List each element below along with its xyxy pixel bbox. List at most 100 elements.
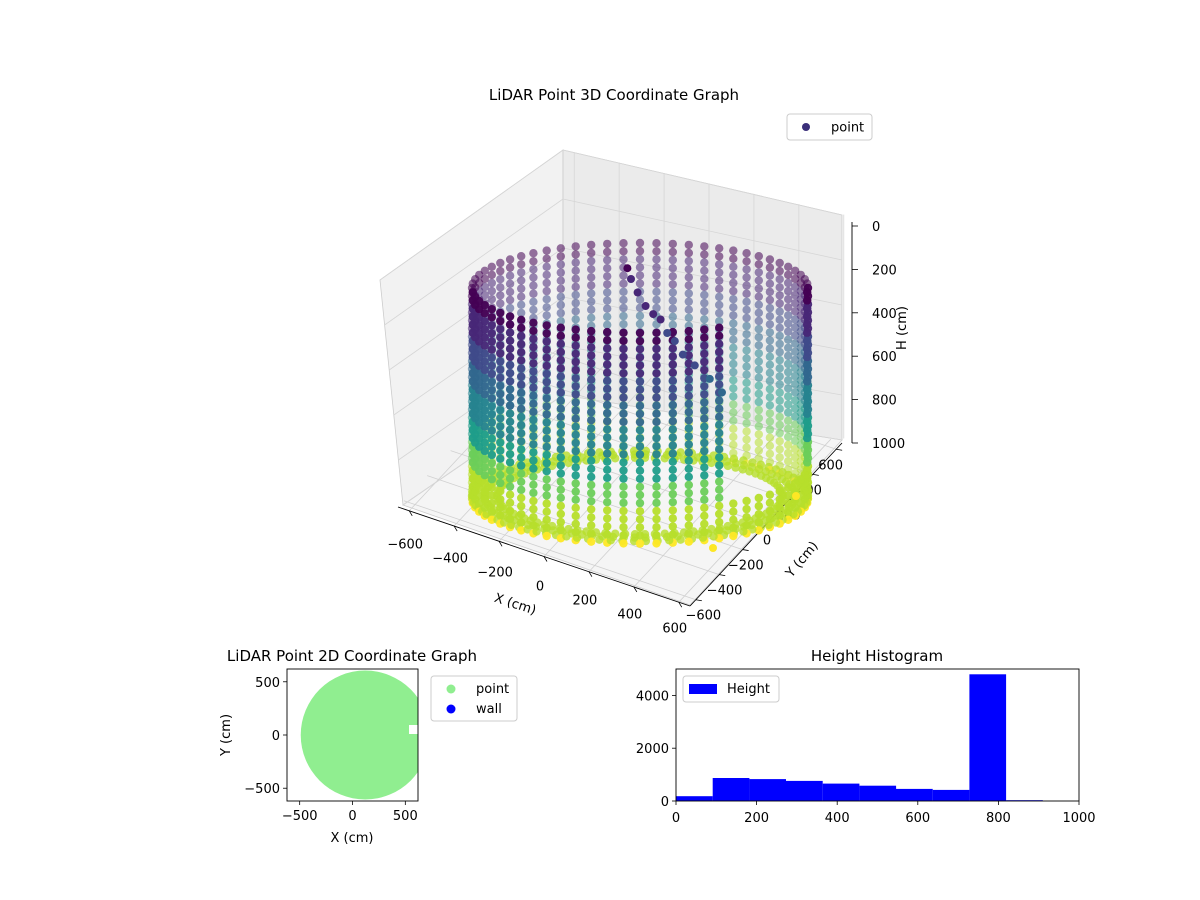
chart-3d-point <box>517 339 526 349</box>
chart-3d-point <box>754 260 763 269</box>
chart-3d-point <box>633 288 642 297</box>
chart-3d-point <box>729 531 738 541</box>
chart-3d-point <box>542 515 551 524</box>
chart-3d-point <box>623 264 632 273</box>
chart-3d-point <box>784 319 793 328</box>
chart-3d-point <box>775 428 784 438</box>
histogram-bar <box>712 778 750 801</box>
chart-3d-point <box>765 457 775 467</box>
chart-3d-point <box>754 341 763 350</box>
chart-3d-point <box>700 274 709 283</box>
chart-3d-point <box>635 539 645 548</box>
chart-2d-legend-point-label: point <box>476 682 509 697</box>
chart-3d-point <box>668 498 677 507</box>
chart-3d-point <box>529 488 538 498</box>
chart-3d-point <box>652 401 661 410</box>
chart-3d-point <box>700 519 709 529</box>
chart-3d-x-tick-label: 600 <box>662 622 687 637</box>
chart-3d-point <box>587 375 596 384</box>
chart-3d-point <box>603 433 612 442</box>
chart-3d-point <box>556 509 565 519</box>
chart-3d-point <box>754 438 763 447</box>
chart-3d-point <box>742 297 751 306</box>
chart-3d-y-gridline <box>403 500 696 601</box>
chart-3d-point <box>505 328 515 337</box>
chart-3d-point <box>784 270 793 280</box>
chart-3d-point <box>775 437 784 446</box>
chart-3d-point <box>700 382 709 391</box>
chart-3d-point <box>542 531 551 541</box>
chart-3d-point <box>517 348 526 357</box>
chart-3d-point <box>627 275 635 283</box>
chart-3d-point <box>765 352 775 361</box>
chart-3d-point <box>517 331 526 341</box>
chart-3d-point <box>529 456 538 465</box>
chart-3d-point <box>571 503 580 512</box>
chart-3d-point <box>603 320 612 330</box>
chart-3d-point <box>803 344 812 354</box>
chart-3d-legend-label: point <box>831 121 864 136</box>
chart-3d-point <box>487 418 496 427</box>
chart-3d-point <box>542 369 551 379</box>
chart-3d-point <box>652 328 661 337</box>
chart-3d-point <box>668 288 677 297</box>
chart-3d-point <box>635 353 645 362</box>
chart-3d-point <box>480 382 489 391</box>
chart-3d-point <box>765 393 775 402</box>
chart-3d-point <box>517 308 526 318</box>
chart-3d-point <box>668 360 677 369</box>
chart-3d-point <box>652 344 661 354</box>
chart-3d-point <box>652 539 661 548</box>
chart-3d-point <box>775 445 784 454</box>
chart-3d-point <box>542 418 551 427</box>
chart-3d-point <box>496 341 505 350</box>
chart-3d-point <box>729 319 738 328</box>
chart-3d-point <box>663 329 672 337</box>
chart-3d-z-left-gridline <box>384 198 564 326</box>
chart-3d-point <box>619 295 628 305</box>
chart-3d-point <box>571 398 580 407</box>
chart-3d-point <box>619 490 628 499</box>
chart-3d-point <box>505 369 515 378</box>
chart-3d-point <box>715 252 724 261</box>
chart-3d-point <box>742 427 751 436</box>
chart-3d-point <box>556 517 565 527</box>
chart-3d-point <box>715 300 724 310</box>
chart-3d-point <box>517 252 526 261</box>
chart-3d-point <box>700 463 709 472</box>
chart-3d-point <box>587 305 596 314</box>
chart-3d-point <box>556 469 565 478</box>
chart-3d-point <box>606 536 615 545</box>
chart-3d-point <box>652 433 661 443</box>
chart-3d-point <box>635 466 645 475</box>
chart-3d-point <box>729 507 738 516</box>
chart-3d-point <box>480 422 489 431</box>
chart-3d-point <box>517 276 526 285</box>
chart-3d-point <box>542 321 551 330</box>
chart-2d-legend-wall-label: wall <box>476 702 502 717</box>
chart-3d-y-tick-label: 600 <box>818 458 843 473</box>
chart-3d-point <box>742 305 751 315</box>
chart-3d-point <box>668 239 677 249</box>
chart-3d-point <box>729 376 738 385</box>
chart-3d-point <box>496 462 505 472</box>
chart-3d-point <box>505 466 515 475</box>
chart-3d-point <box>765 328 775 337</box>
chart-3d-point <box>784 432 793 442</box>
chart-3d-point <box>738 465 747 474</box>
chart-3d-point <box>480 325 489 334</box>
chart-3d-point <box>542 394 551 403</box>
chart-3d-point <box>480 463 489 472</box>
chart-3d-point <box>529 289 538 298</box>
chart-3d-point <box>529 318 538 327</box>
chart-3d-point <box>803 312 812 321</box>
chart-3d-point <box>556 372 565 381</box>
chart-3d-point <box>635 490 645 500</box>
chart-3d-point <box>480 390 489 399</box>
chart-3d-point <box>542 491 551 500</box>
chart-3d-point <box>775 291 784 300</box>
chart-3d-point <box>556 292 565 302</box>
chart-3d-point <box>668 264 677 273</box>
chart-3d-point <box>529 257 538 266</box>
chart-3d-point <box>754 373 763 382</box>
